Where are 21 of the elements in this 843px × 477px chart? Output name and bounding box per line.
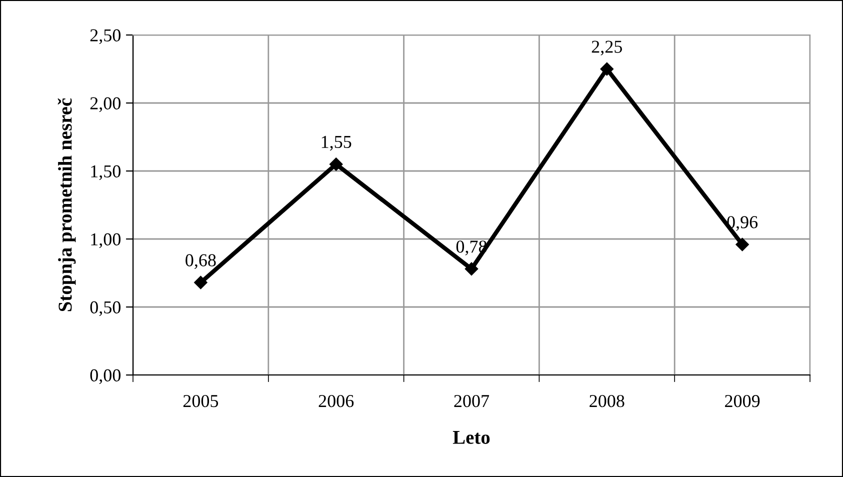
- point: [736, 238, 749, 252]
- y-tick-label: 1,00: [91, 233, 121, 248]
- point: [194, 276, 208, 290]
- x-tick-label: 2008: [590, 394, 624, 408]
- x-tick-label: 2007: [454, 394, 490, 408]
- y-tick-label: 0,00: [90, 369, 121, 384]
- x-tick-label: 2005: [183, 394, 218, 408]
- data-label: 1,55: [322, 136, 352, 151]
- y-axis-title: Stopnja prometnih nesreč: [58, 98, 76, 312]
- x-axis-title: Leto: [452, 431, 490, 444]
- point: [600, 62, 614, 76]
- x-tick-label: 2009: [725, 394, 760, 408]
- y-tick-label: 2,00: [90, 97, 121, 112]
- point: [330, 158, 343, 171]
- data-label: 0,68: [186, 254, 216, 269]
- point: [464, 262, 478, 276]
- x-tick-label: 2006: [318, 394, 354, 408]
- y-tick-label: 0,50: [90, 301, 121, 316]
- y-tick-label: 1,50: [91, 165, 121, 180]
- data-label: 2,25: [592, 40, 622, 56]
- y-tick-label: 2,50: [90, 29, 121, 44]
